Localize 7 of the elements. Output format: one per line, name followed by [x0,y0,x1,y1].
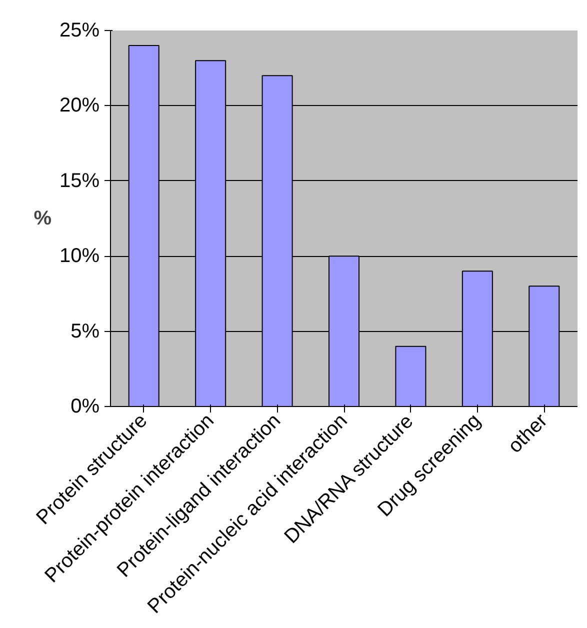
y-tick-label: 15% [59,170,100,192]
y-tick-label: 5% [70,320,100,342]
y-tick-label: 10% [59,245,100,268]
y-tick-label: 25% [59,20,100,42]
y-tick-label: 20% [59,94,100,117]
y-tick-label: 0% [70,396,100,418]
y-axis-title: % [34,208,52,230]
